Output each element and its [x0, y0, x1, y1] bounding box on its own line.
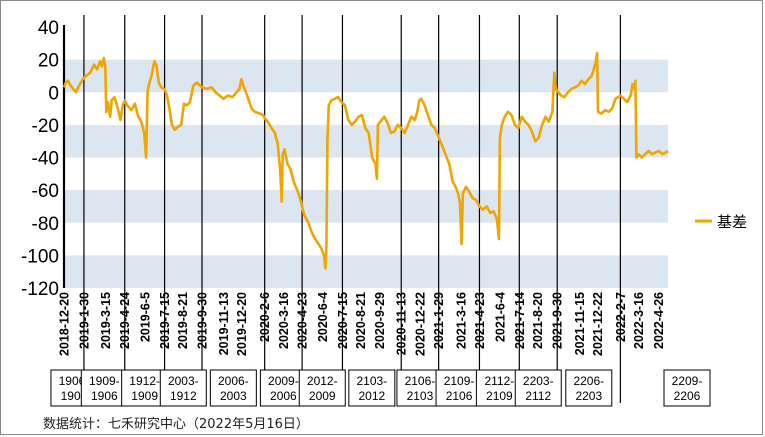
contract-label-border — [514, 369, 562, 407]
y-tick-label: 20 — [38, 51, 59, 72]
contract-label-text: 2206- — [573, 374, 604, 388]
x-tick-label: 2021-4-23 — [473, 292, 487, 349]
x-tick-label: 2020-8-21 — [354, 292, 368, 349]
contract-label-text: 2203 — [575, 389, 602, 403]
x-tick-label: 2021-6-4 — [493, 292, 507, 342]
x-tick-label: 2020-9-29 — [373, 292, 387, 349]
contract-label-text: 2012- — [307, 374, 338, 388]
y-tick-label: -60 — [32, 181, 59, 202]
x-tick-label: 2020-4-23 — [296, 292, 310, 349]
x-tick-label: 2019-6-5 — [139, 292, 153, 342]
contract-label-border — [663, 369, 711, 407]
x-tick-label: 2019-4-24 — [118, 292, 132, 349]
contract-label-text: 1909 — [131, 389, 158, 403]
contract-label-border — [475, 369, 523, 407]
contract-label-border — [298, 369, 346, 407]
x-tick-label: 2020-6-4 — [316, 292, 330, 342]
y-tick-label: -120 — [21, 279, 59, 300]
contract-label-text: 2103- — [356, 374, 387, 388]
x-tick-label: 2019-12-20 — [235, 292, 249, 356]
contract-label-box: 2109-2106 — [435, 369, 483, 407]
contract-label-box: 2012-2009 — [298, 369, 346, 407]
contract-label-text: 2006 — [270, 389, 297, 403]
contract-label-border — [565, 369, 613, 407]
contract-label-border — [159, 369, 207, 407]
x-tick-label: 2019-8-21 — [176, 292, 190, 349]
contract-label-text: 2112- — [484, 374, 514, 388]
source-note: 数据统计：七禾研究中心（2022年5月16日） — [43, 417, 309, 432]
contract-label-text: 2009- — [268, 374, 299, 388]
contract-label-text: 2006- — [218, 374, 249, 388]
x-tick-label: 2022-2-7 — [614, 292, 628, 342]
contract-label-box: 2203-2112 — [514, 369, 562, 407]
x-tick-label: 2021-8-20 — [531, 292, 545, 349]
y-tick-label: 40 — [38, 18, 59, 39]
y-tick-label: -80 — [32, 214, 59, 235]
contract-label-text: 2206 — [674, 389, 701, 403]
contract-label-text: 2003 — [220, 389, 247, 403]
x-tick-label: 2022-3-16 — [632, 292, 646, 349]
contract-label-text: 2103 — [407, 389, 434, 403]
contract-label-border — [209, 369, 257, 407]
x-tick-label: 2018-12-20 — [58, 292, 72, 356]
contract-label-text: 2203- — [523, 374, 554, 388]
contract-label-text: 2109 — [486, 389, 513, 403]
contract-label-border — [348, 369, 396, 407]
x-tick-label: 2022-4-26 — [652, 292, 666, 349]
x-tick-label: 2020-12-22 — [414, 292, 428, 356]
y-tick-label: 0 — [48, 83, 59, 104]
contract-label-box: 2003-1912 — [159, 369, 207, 407]
x-tick-label: 2021-1-29 — [432, 292, 446, 349]
contract-label-text: 1912- — [129, 374, 160, 388]
x-tick-label: 2021-11-15 — [573, 292, 587, 355]
grid-band — [64, 190, 668, 223]
contract-label-border — [435, 369, 483, 407]
series-line-basis — [62, 51, 669, 270]
contract-label-border — [80, 369, 128, 407]
contract-label-text: 1912 — [170, 389, 197, 403]
contract-label-text: 2012 — [358, 389, 385, 403]
contract-label-text: 2003- — [168, 374, 199, 388]
contract-label-text: 1906 — [91, 389, 118, 403]
contract-label-text: 2009 — [309, 389, 336, 403]
contract-label-box: 2009-2006 — [259, 369, 307, 407]
contract-label-text: 2106- — [405, 374, 436, 388]
grid-band — [64, 255, 668, 288]
contract-label-box: 2209-2206 — [663, 369, 711, 407]
contract-label-text: 2106 — [446, 389, 473, 403]
x-tick-label: 2019-9-30 — [196, 292, 210, 349]
x-tick-label: 2019-1-30 — [77, 292, 91, 349]
contract-label-text: 2109- — [444, 374, 475, 388]
y-tick-label: -20 — [32, 116, 59, 137]
x-tick-label: 2019-11-13 — [217, 292, 231, 355]
x-tick-label: 2020-2-6 — [258, 292, 272, 342]
y-tick-label: -40 — [32, 149, 59, 170]
contract-label-box: 2206-2203 — [565, 369, 613, 407]
y-tick-label: -100 — [21, 246, 59, 267]
contract-label-box: 1909-1906 — [80, 369, 128, 407]
x-tick-label: 2020-3-16 — [277, 292, 291, 349]
contract-label-border — [259, 369, 307, 407]
x-tick-label: 2021-7-14 — [513, 292, 527, 349]
contract-label-box: 2112-2109 — [475, 369, 523, 407]
contract-label-text: 2112 — [525, 389, 551, 403]
contract-label-box: 2103-2012 — [348, 369, 396, 407]
x-tick-label: 2021-3-16 — [454, 292, 468, 349]
x-tick-label: 2020-11-13 — [395, 292, 409, 355]
x-tick-label: 2021-12-22 — [591, 292, 605, 356]
legend-label: 基差 — [717, 213, 747, 231]
x-tick-label: 2020-7-15 — [336, 292, 350, 349]
contract-label-text: 1909- — [89, 374, 120, 388]
x-tick-label: 2019-7-15 — [158, 292, 172, 349]
contract-label-text: 2209- — [672, 374, 703, 388]
x-tick-label: 2021-9-30 — [551, 292, 565, 349]
contract-label-box: 2006-2003 — [209, 369, 257, 407]
x-tick-label: 2019-3-15 — [99, 292, 113, 349]
